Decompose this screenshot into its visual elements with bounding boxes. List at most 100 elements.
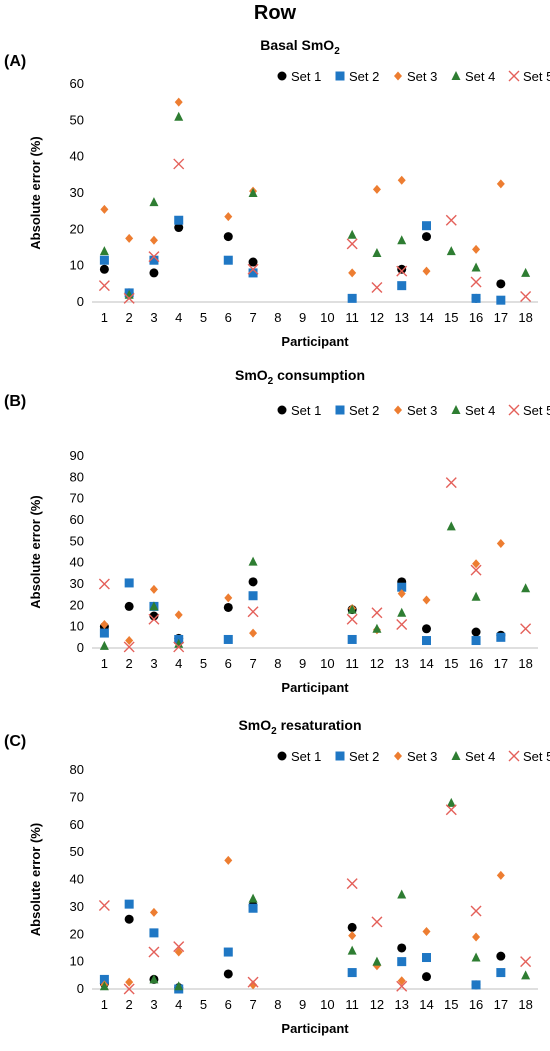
point-b-set2-p1 bbox=[99, 628, 109, 638]
point-b-set2-p6 bbox=[223, 634, 233, 644]
x-tick-label-c-4: 4 bbox=[175, 997, 182, 1012]
x-tick-label-b-5: 5 bbox=[200, 656, 207, 671]
y-tick-label-a-0: 0 bbox=[77, 294, 84, 309]
x-tick-label-c-6: 6 bbox=[225, 997, 232, 1012]
point-b-set2-p17 bbox=[496, 632, 506, 642]
legend-marker-a-set4 bbox=[451, 71, 461, 80]
point-b-set5-p15 bbox=[445, 477, 457, 489]
point-a-set5-p11 bbox=[346, 238, 358, 250]
x-tick-label-c-9: 9 bbox=[299, 997, 306, 1012]
point-c-set5-p15 bbox=[445, 804, 457, 816]
x-tick-label-c-18: 18 bbox=[518, 997, 532, 1012]
point-a-set5-p13 bbox=[396, 265, 408, 277]
point-a-set2-p16 bbox=[471, 293, 481, 303]
point-a-set2-p4 bbox=[174, 215, 184, 225]
legend-label-a-set4: Set 4 bbox=[465, 69, 495, 84]
point-a-set1-p4 bbox=[174, 223, 184, 233]
x-tick-label-a-4: 4 bbox=[175, 310, 182, 325]
y-axis-label-b: Absolute error (%) bbox=[28, 495, 43, 608]
x-tick-label-a-17: 17 bbox=[494, 310, 508, 325]
point-b-set3-p13 bbox=[397, 589, 406, 599]
x-tick-label-a-7: 7 bbox=[249, 310, 256, 325]
x-tick-label-a-11: 11 bbox=[345, 310, 359, 325]
chart-title-c: SmO2 resaturation bbox=[238, 717, 361, 737]
y-tick-label-c-60: 60 bbox=[70, 817, 84, 832]
point-c-set3-p13 bbox=[397, 976, 406, 986]
point-a-set5-p7 bbox=[247, 263, 259, 275]
legend-marker-c-set2 bbox=[335, 751, 345, 761]
point-b-set4-p12 bbox=[372, 623, 382, 633]
point-b-set5-p3 bbox=[148, 613, 160, 625]
point-a-set5-p3 bbox=[148, 251, 160, 263]
point-c-set5-p12 bbox=[371, 916, 383, 928]
x-tick-label-a-8: 8 bbox=[274, 310, 281, 325]
legend-label-a-set5: Set 5 bbox=[523, 69, 550, 84]
point-a-set4-p1 bbox=[99, 246, 109, 256]
x-tick-label-b-17: 17 bbox=[494, 656, 508, 671]
chart-title-a: Basal SmO2 bbox=[260, 37, 340, 57]
y-tick-label-b-30: 30 bbox=[70, 576, 84, 591]
point-c-set1-p11 bbox=[347, 922, 357, 932]
point-b-set2-p2 bbox=[124, 578, 134, 588]
point-c-set2-p7 bbox=[248, 903, 258, 913]
legend-label-c-set3: Set 3 bbox=[407, 749, 437, 764]
y-tick-label-b-50: 50 bbox=[70, 533, 84, 548]
point-a-set5-p16 bbox=[470, 276, 482, 288]
x-tick-label-a-6: 6 bbox=[225, 310, 232, 325]
point-b-set3-p2 bbox=[125, 636, 134, 646]
legend-label-c-set4: Set 4 bbox=[465, 749, 495, 764]
point-c-set3-p14 bbox=[422, 927, 431, 937]
x-tick-label-b-3: 3 bbox=[150, 656, 157, 671]
point-b-set4-p16 bbox=[471, 591, 481, 601]
point-a-set3-p1 bbox=[100, 204, 109, 214]
point-c-set4-p16 bbox=[471, 952, 481, 962]
x-tick-label-c-7: 7 bbox=[249, 997, 256, 1012]
legend-label-c-set1: Set 1 bbox=[291, 749, 321, 764]
x-tick-label-a-14: 14 bbox=[419, 310, 433, 325]
x-tick-label-a-1: 1 bbox=[101, 310, 108, 325]
x-tick-label-b-10: 10 bbox=[320, 656, 334, 671]
x-tick-label-c-12: 12 bbox=[370, 997, 384, 1012]
point-b-set1-p3 bbox=[149, 611, 159, 621]
point-a-set5-p15 bbox=[445, 214, 457, 226]
x-tick-label-a-3: 3 bbox=[150, 310, 157, 325]
point-c-set1-p6 bbox=[223, 969, 233, 979]
legend-marker-a-set1 bbox=[277, 71, 287, 81]
x-tick-label-b-11: 11 bbox=[345, 656, 359, 671]
legend-label-b-set3: Set 3 bbox=[407, 403, 437, 418]
point-a-set3-p13 bbox=[397, 175, 406, 185]
y-tick-label-c-80: 80 bbox=[70, 762, 84, 777]
x-tick-label-a-18: 18 bbox=[518, 310, 532, 325]
x-tick-label-b-14: 14 bbox=[419, 656, 433, 671]
point-c-set3-p2 bbox=[125, 977, 134, 987]
point-b-set3-p16 bbox=[472, 559, 481, 569]
point-a-set3-p11 bbox=[348, 268, 357, 278]
point-c-set1-p14 bbox=[422, 972, 431, 982]
point-a-set3-p2 bbox=[125, 233, 134, 243]
point-b-set5-p18 bbox=[520, 623, 532, 635]
point-c-set2-p11 bbox=[347, 968, 357, 978]
chart-title-b: SmO2 consumption bbox=[235, 367, 365, 387]
legend-marker-b-set3 bbox=[394, 405, 402, 415]
chart-panel-c: (C) SmO2 resaturation 0 10 20 30 40 50 60 70 80 1 2 3… bbox=[0, 714, 550, 1051]
y-tick-label-c-0: 0 bbox=[77, 981, 84, 996]
point-b-set4-p18 bbox=[521, 583, 531, 593]
point-b-set1-p7 bbox=[248, 577, 258, 587]
point-c-set4-p13 bbox=[397, 889, 407, 899]
point-c-set2-p14 bbox=[422, 953, 431, 963]
point-a-set4-p7 bbox=[248, 188, 258, 197]
y-tick-label-a-60: 60 bbox=[70, 76, 84, 91]
y-tick-label-a-50: 50 bbox=[70, 112, 84, 127]
point-b-set5-p12 bbox=[371, 607, 383, 619]
x-tick-label-a-16: 16 bbox=[469, 310, 483, 325]
y-tick-label-a-10: 10 bbox=[70, 258, 84, 273]
point-a-set3-p4 bbox=[174, 97, 183, 107]
x-tick-label-a-9: 9 bbox=[299, 310, 306, 325]
point-c-set4-p15 bbox=[446, 797, 456, 807]
point-b-set5-p7 bbox=[247, 606, 259, 618]
point-c-set3-p17 bbox=[496, 870, 505, 880]
chart-panel-a: (A) Basal SmO2 0 10 20 30 40 50 60 1 2 3 4 5 6 7 8 9 10 11 1… bbox=[0, 34, 550, 374]
x-tick-label-c-15: 15 bbox=[444, 997, 458, 1012]
point-c-set4-p4 bbox=[174, 981, 184, 991]
point-c-set5-p2 bbox=[123, 983, 135, 995]
